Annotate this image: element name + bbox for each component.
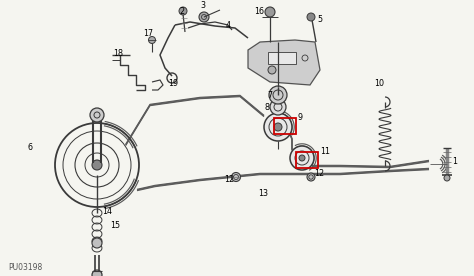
Text: 2: 2 xyxy=(179,7,184,15)
Circle shape xyxy=(264,113,292,141)
Text: 9: 9 xyxy=(298,113,303,121)
Circle shape xyxy=(231,172,240,182)
Circle shape xyxy=(179,7,187,15)
Circle shape xyxy=(148,36,155,44)
Text: 14: 14 xyxy=(102,208,112,216)
Text: 19: 19 xyxy=(168,78,178,87)
Circle shape xyxy=(299,155,305,161)
Text: PU03198: PU03198 xyxy=(8,264,42,272)
Text: 16: 16 xyxy=(254,7,264,17)
Circle shape xyxy=(199,12,209,22)
Circle shape xyxy=(290,146,314,170)
Circle shape xyxy=(307,13,315,21)
Circle shape xyxy=(92,160,102,170)
Circle shape xyxy=(268,66,276,74)
Text: 11: 11 xyxy=(320,147,330,156)
Text: 6: 6 xyxy=(28,144,33,153)
Circle shape xyxy=(265,7,275,17)
Circle shape xyxy=(270,99,286,115)
Text: 10: 10 xyxy=(374,78,384,87)
Circle shape xyxy=(92,238,102,248)
Text: 18: 18 xyxy=(113,49,123,59)
Text: 12: 12 xyxy=(224,176,234,184)
Circle shape xyxy=(269,86,287,104)
Text: 13: 13 xyxy=(258,190,268,198)
Circle shape xyxy=(444,175,450,181)
Bar xyxy=(296,152,318,168)
Bar xyxy=(268,52,296,64)
Text: 17: 17 xyxy=(143,30,153,38)
Text: 5: 5 xyxy=(317,15,322,25)
Text: 12: 12 xyxy=(314,169,324,179)
Text: 1: 1 xyxy=(452,158,457,166)
Text: 8: 8 xyxy=(265,104,270,113)
Bar xyxy=(274,118,296,134)
Polygon shape xyxy=(248,40,320,85)
Circle shape xyxy=(307,173,315,181)
Text: 15: 15 xyxy=(110,222,120,230)
Text: 4: 4 xyxy=(226,22,231,31)
Circle shape xyxy=(274,123,282,131)
Text: 3: 3 xyxy=(200,1,205,10)
Circle shape xyxy=(90,108,104,122)
Text: 7: 7 xyxy=(267,91,272,100)
Circle shape xyxy=(92,270,102,276)
